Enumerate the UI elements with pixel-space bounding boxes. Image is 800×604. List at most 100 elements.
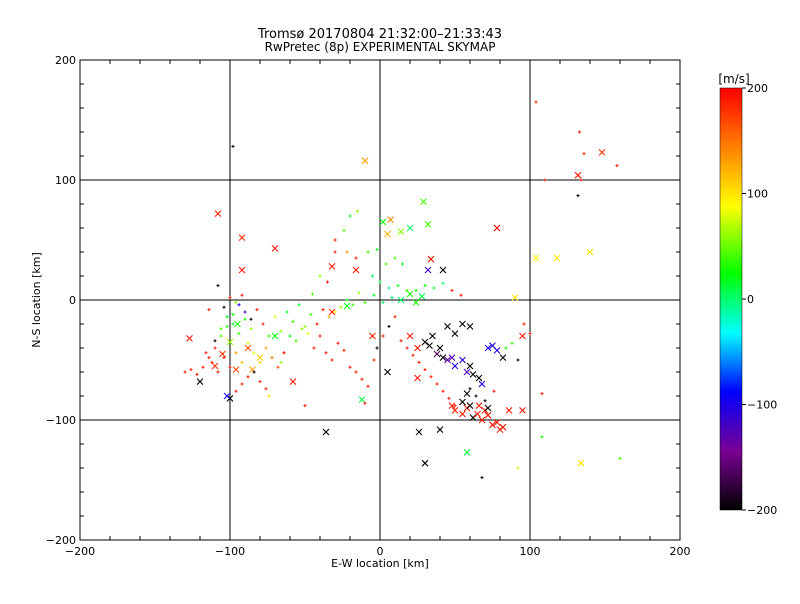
data-point-dot (249, 327, 253, 331)
data-point-dot (576, 194, 580, 198)
data-point-dot (219, 334, 223, 338)
data-point-dot (183, 370, 187, 374)
data-point-x (598, 149, 606, 156)
data-point-dot (366, 384, 370, 388)
data-point-x (489, 421, 496, 429)
y-axis-label: N-S location [km] (30, 252, 43, 348)
x-tick-label: −200 (65, 545, 95, 558)
data-point-dot (240, 360, 244, 364)
data-point-dot (396, 284, 400, 288)
data-point-dot (216, 284, 220, 288)
data-point-x (426, 342, 433, 349)
data-point-dot (234, 351, 238, 355)
data-point-x (414, 344, 421, 352)
data-point-dot (309, 312, 313, 316)
data-point-x (424, 221, 432, 228)
data-point-dot (213, 339, 217, 343)
data-point-dot (326, 280, 329, 284)
data-point-x (271, 245, 279, 252)
grid-lines (80, 60, 680, 540)
colorbar-tick-label: 100 (747, 188, 768, 201)
data-point-dot (195, 372, 199, 376)
colorbar-label: [m/s] (718, 72, 749, 86)
data-point-x (384, 368, 391, 376)
data-point-x (466, 323, 474, 330)
data-point-x (352, 266, 360, 274)
data-point-x (238, 266, 246, 274)
data-point-dot (204, 351, 208, 355)
data-point-dot (342, 348, 346, 352)
data-point-dot (381, 300, 385, 304)
data-point-x (424, 266, 432, 274)
data-point-dot (399, 339, 403, 343)
data-point-x (414, 374, 421, 382)
data-point-dot (423, 284, 427, 288)
data-point-dot (435, 382, 439, 386)
y-tick-label: 100 (55, 174, 76, 187)
data-point-dot (387, 324, 391, 328)
data-point-dot (240, 382, 244, 386)
data-point-dot (312, 346, 316, 350)
data-point-dot (578, 130, 581, 134)
data-point-x (478, 380, 486, 388)
data-point-dot (333, 250, 337, 254)
data-point-x (444, 323, 451, 330)
data-point-x (463, 368, 471, 376)
data-point-x (553, 254, 561, 262)
data-point-x (505, 407, 513, 414)
data-point-x (427, 255, 435, 263)
data-point-dot (522, 322, 526, 326)
data-point-dot (510, 341, 514, 345)
data-point-x (475, 402, 483, 409)
data-point-dot (207, 356, 211, 360)
data-point-dot (483, 399, 487, 403)
data-point-x (519, 332, 526, 340)
data-point-dot (315, 322, 319, 326)
data-point-dot (288, 334, 292, 338)
data-point-dot (345, 250, 349, 254)
y-tick-label: −100 (46, 414, 76, 427)
data-point-x (238, 234, 246, 241)
colorbar-tick-label: 200 (747, 82, 768, 95)
data-point-x (493, 347, 501, 354)
data-point-dot (303, 324, 307, 328)
data-point-dot (246, 375, 250, 379)
data-point-dot (474, 394, 478, 398)
data-point-dot (387, 286, 391, 290)
colorbar-tick-label: −100 (747, 399, 777, 412)
data-point-dot (279, 360, 283, 364)
data-point-dot (372, 293, 376, 297)
data-point-x (196, 378, 204, 385)
data-point-dot (356, 209, 359, 213)
data-point-dot (189, 368, 193, 372)
data-point-x (484, 404, 492, 412)
data-point-x (484, 344, 492, 352)
data-point-dot (291, 320, 295, 324)
data-point-x (328, 308, 336, 316)
data-point-x (369, 332, 376, 340)
data-point-dot (534, 100, 538, 104)
data-point-dot (618, 456, 622, 460)
data-point-x (397, 228, 405, 235)
data-point-dot (345, 298, 349, 302)
data-point-dot (414, 288, 418, 292)
y-axis-ticks: −200 −100 0 100 200 (46, 54, 680, 547)
data-point-x (448, 402, 456, 409)
data-point-dot (285, 310, 289, 314)
data-point-dot (336, 341, 340, 345)
data-point-x (451, 407, 459, 414)
data-point-dot (351, 303, 355, 307)
data-point-dot (318, 274, 322, 278)
data-point-x (289, 378, 297, 385)
data-point-x (397, 296, 405, 304)
data-point-dot (354, 256, 358, 260)
data-point-dot (450, 288, 454, 292)
data-point-dot (249, 317, 253, 321)
data-point-x (459, 356, 466, 364)
data-point-x (322, 428, 330, 436)
data-point-dot (210, 360, 214, 364)
data-point-dot (207, 308, 211, 312)
data-point-x (475, 374, 483, 382)
data-point-x (223, 392, 231, 400)
data-point-dot (453, 404, 457, 408)
